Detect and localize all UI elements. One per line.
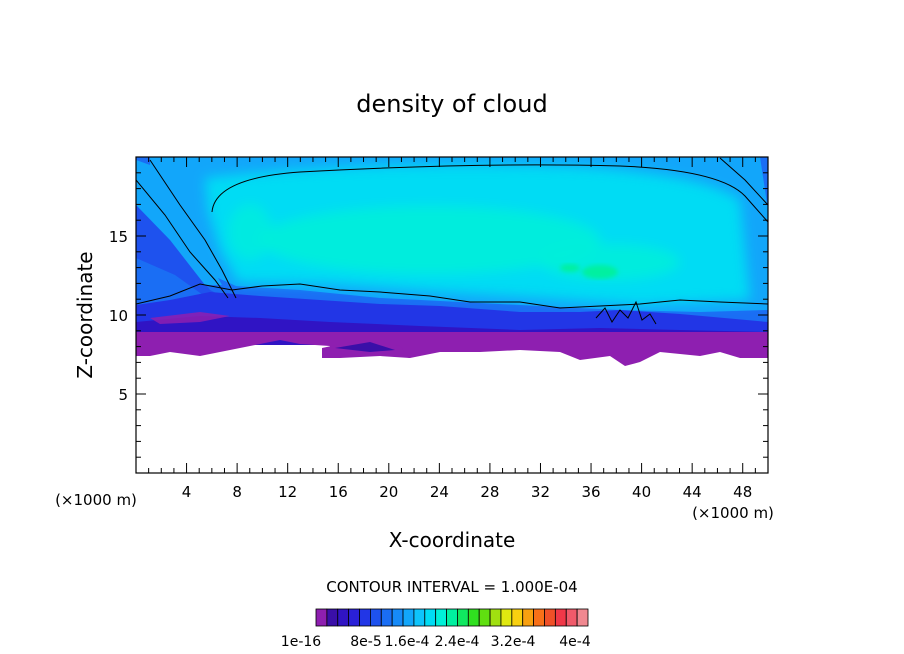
contour-squiggle (595, 300, 657, 325)
colorbar-swatch (533, 608, 545, 627)
cloud-teal-core-3 (228, 204, 272, 260)
colorbar-swatch (565, 608, 578, 627)
x-tick-label: 36 (581, 483, 600, 501)
cloud-green-patch-2 (560, 264, 580, 272)
colorbar-swatch (554, 608, 567, 627)
contour-line-top (211, 164, 768, 223)
colorbar-label: 2.4e-4 (435, 634, 480, 650)
colorbar (315, 608, 589, 627)
cloud-purple-base (136, 332, 768, 366)
colorbar-swatch (435, 608, 447, 627)
colorbar-swatch (380, 608, 393, 627)
colorbar-swatch (391, 608, 404, 627)
x-tick-label: 48 (733, 483, 752, 501)
y-unit-label: (×1000 m) (55, 491, 137, 509)
colorbar-label: 4e-4 (559, 634, 591, 650)
colorbar-label: 3.2e-4 (491, 634, 536, 650)
x-unit-label: (×1000 m) (692, 504, 774, 522)
cloud-field (136, 157, 768, 366)
cloud-green-patch (582, 265, 618, 279)
x-tick-label: 16 (329, 483, 348, 501)
contour-line-plume (136, 179, 229, 299)
colorbar-swatch (359, 608, 371, 627)
colorbar-label: 1.6e-4 (385, 634, 430, 650)
chart-title: density of cloud (356, 90, 547, 118)
x-tick-label: 12 (278, 483, 297, 501)
x-tick-label: 44 (683, 483, 702, 501)
colorbar-swatch (348, 608, 360, 627)
colorbar-swatch (413, 608, 426, 627)
colorbar-swatch (369, 608, 382, 627)
x-tick-label: 40 (632, 483, 651, 501)
y-tick-label: 15 (109, 228, 128, 246)
colorbar-label: 8e-5 (350, 634, 381, 650)
colorbar-swatch (576, 608, 589, 627)
y-axis-label: Z-coordinate (73, 251, 97, 378)
x-tick-label: 4 (182, 483, 192, 501)
contour-line-plume-2 (149, 159, 237, 299)
colorbar-swatch (446, 608, 458, 627)
colorbar-label: 1e-16 (281, 634, 321, 650)
cloud-indigo-lobe (335, 342, 395, 352)
x-tick-label: 24 (430, 483, 449, 501)
colorbar-swatch (457, 608, 469, 627)
cloud-teal-core (260, 206, 600, 274)
cloud-left-plume-2 (136, 160, 222, 285)
cloud-magenta-streak (150, 312, 230, 324)
colorbar-swatch (326, 608, 339, 627)
contour-interval-text: CONTOUR INTERVAL = 1.000E-04 (326, 578, 577, 596)
y-tick-label: 5 (118, 386, 128, 404)
x-axis-label: X-coordinate (389, 528, 516, 552)
colorbar-swatch (315, 608, 328, 627)
x-tick-label: 20 (379, 483, 398, 501)
y-tick-label: 10 (109, 307, 128, 325)
colorbar-swatch (467, 608, 480, 627)
colorbar-swatch (500, 608, 513, 627)
colorbar-swatch (478, 608, 491, 627)
x-tick-label: 28 (480, 483, 499, 501)
colorbar-swatch (544, 608, 556, 627)
x-tick-label: 8 (232, 483, 242, 501)
colorbar-swatch (337, 608, 350, 627)
colorbar-swatch (489, 608, 502, 627)
contour-line-right (719, 157, 768, 206)
colorbar-swatch (511, 608, 524, 627)
colorbar-swatch (522, 608, 534, 627)
colorbar-labels: 1e-16 8e-5 1.6e-4 2.4e-4 3.2e-4 4e-4 (281, 634, 591, 650)
x-tick-label: 32 (531, 483, 550, 501)
colorbar-swatch (424, 608, 437, 627)
colorbar-swatch (402, 608, 415, 627)
